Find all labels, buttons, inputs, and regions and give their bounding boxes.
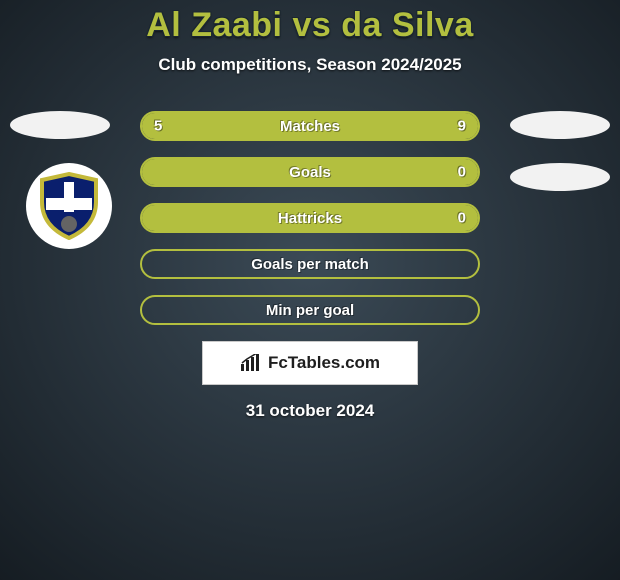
page-title: Al Zaabi vs da Silva xyxy=(0,6,620,45)
comparison-area: 5 9 Matches 0 Goals 0 Hattricks Goals per match… xyxy=(0,111,620,325)
bar-chart-icon xyxy=(240,354,262,372)
stat-value-right: 9 xyxy=(458,118,466,135)
stat-value-right: 0 xyxy=(458,210,466,227)
stat-label: Goals xyxy=(289,164,331,181)
brand-text: FcTables.com xyxy=(268,353,380,373)
left-club-badge xyxy=(26,163,112,249)
stat-label: Goals per match xyxy=(251,256,369,273)
shield-icon xyxy=(36,172,102,240)
stat-label: Matches xyxy=(280,118,340,135)
left-player-oval xyxy=(10,111,110,139)
stat-bar: 0 Hattricks xyxy=(140,203,480,233)
stat-bar: Goals per match xyxy=(140,249,480,279)
stat-value-right: 0 xyxy=(458,164,466,181)
right-player-oval-1 xyxy=(510,111,610,139)
stat-label: Min per goal xyxy=(266,302,354,319)
stat-value-left: 5 xyxy=(154,118,162,135)
right-player-oval-2 xyxy=(510,163,610,191)
stat-bar: 5 9 Matches xyxy=(140,111,480,141)
brand-box: FcTables.com xyxy=(202,341,418,385)
date-text: 31 october 2024 xyxy=(0,401,620,421)
stat-label: Hattricks xyxy=(278,210,342,227)
stat-bar: 0 Goals xyxy=(140,157,480,187)
stat-bars: 5 9 Matches 0 Goals 0 Hattricks Goals per match… xyxy=(140,111,480,325)
page-subtitle: Club competitions, Season 2024/2025 xyxy=(0,55,620,75)
stat-bar: Min per goal xyxy=(140,295,480,325)
